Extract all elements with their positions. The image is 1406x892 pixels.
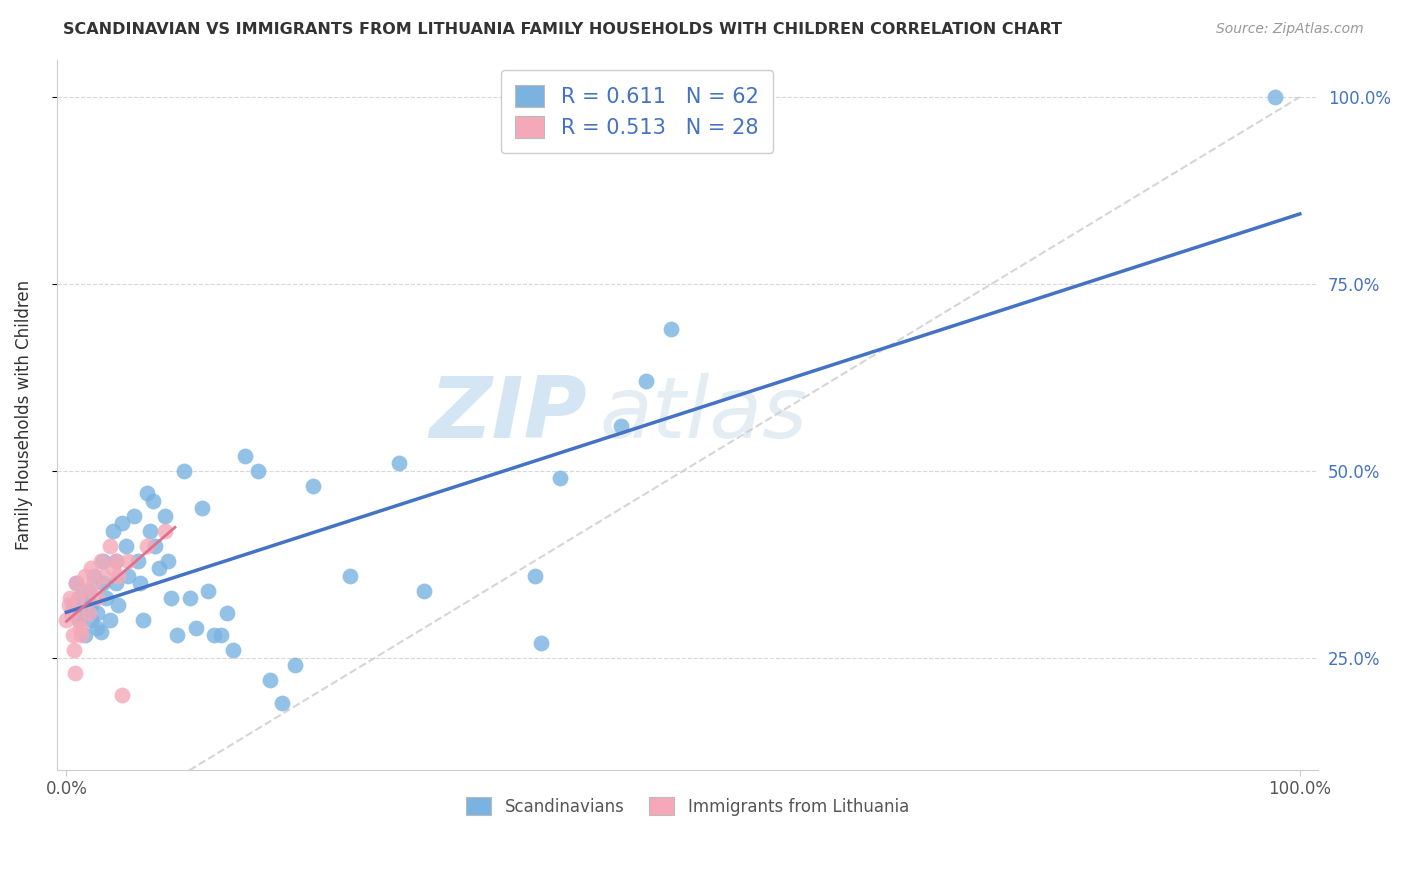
Point (111, 688, 134, 702)
Point (132, 614, 155, 628)
Point (124, 508, 146, 523)
Legend: Scandinavians, Immigrants from Lithuania: Scandinavians, Immigrants from Lithuania (456, 788, 920, 826)
Point (73, 568, 96, 582)
Point (104, 553, 127, 567)
Point (90, 553, 112, 567)
Point (77, 606, 100, 620)
Point (111, 516, 134, 531)
Point (63, 665, 86, 680)
Point (153, 508, 176, 523)
Point (117, 568, 139, 582)
Point (259, 673, 281, 688)
Point (69, 621, 91, 635)
Point (75, 583, 97, 598)
Point (67, 591, 90, 605)
Point (80, 614, 103, 628)
Point (179, 591, 201, 605)
Point (104, 553, 127, 567)
Text: atlas: atlas (599, 373, 807, 457)
Point (197, 583, 219, 598)
Point (60, 606, 83, 620)
Point (388, 457, 411, 471)
Point (70, 628, 93, 642)
Point (80, 561, 103, 575)
Point (659, 322, 682, 336)
Point (413, 583, 436, 598)
Point (173, 464, 195, 478)
Point (62, 599, 84, 613)
Point (302, 479, 325, 493)
Point (90, 624, 112, 639)
Point (548, 471, 571, 485)
Point (107, 568, 129, 582)
Point (139, 524, 162, 538)
Point (67, 614, 90, 628)
Point (66, 591, 89, 605)
Point (83, 568, 105, 582)
Point (73, 628, 96, 642)
Point (93, 568, 115, 582)
Point (246, 464, 269, 478)
Point (70, 606, 93, 620)
Point (117, 553, 139, 567)
Point (160, 591, 183, 605)
Point (55, 614, 77, 628)
Point (166, 628, 188, 642)
Point (284, 658, 307, 673)
Point (93, 553, 115, 567)
Point (148, 561, 170, 575)
Point (86, 591, 108, 605)
Point (215, 606, 238, 620)
Point (135, 486, 157, 500)
Point (67, 614, 90, 628)
Point (103, 561, 125, 575)
Point (86, 606, 108, 620)
Point (86, 621, 108, 635)
Text: SCANDINAVIAN VS IMMIGRANTS FROM LITHUANIA FAMILY HOUSEHOLDS WITH CHILDREN CORREL: SCANDINAVIAN VS IMMIGRANTS FROM LITHUANI… (63, 22, 1063, 37)
Point (63, 643, 86, 657)
Point (114, 539, 136, 553)
Point (83, 576, 105, 591)
Point (1264, 90, 1286, 104)
Point (204, 628, 226, 642)
Point (94, 591, 117, 605)
Point (209, 628, 232, 642)
Point (58, 599, 80, 613)
Point (104, 576, 127, 591)
Point (77, 583, 100, 598)
Point (271, 696, 294, 710)
Text: Source: ZipAtlas.com: Source: ZipAtlas.com (1216, 22, 1364, 37)
Point (107, 599, 129, 613)
Y-axis label: Family Households with Children: Family Households with Children (15, 280, 32, 549)
Point (80, 599, 103, 613)
Point (636, 374, 658, 388)
Point (98, 539, 121, 553)
Point (191, 501, 214, 516)
Point (339, 568, 361, 582)
Point (143, 539, 166, 553)
Point (65, 576, 87, 591)
Point (610, 419, 633, 434)
Point (153, 524, 176, 538)
Point (530, 636, 553, 650)
Point (103, 524, 125, 538)
Point (98, 614, 121, 628)
Point (93, 576, 115, 591)
Point (135, 539, 157, 553)
Point (222, 643, 245, 657)
Point (127, 553, 149, 567)
Point (142, 493, 165, 508)
Point (62, 628, 84, 642)
Point (129, 576, 152, 591)
Point (65, 576, 87, 591)
Text: ZIP: ZIP (429, 373, 586, 457)
Point (524, 568, 547, 582)
Point (184, 621, 207, 635)
Point (156, 553, 179, 567)
Point (59, 591, 82, 605)
Point (233, 449, 256, 463)
